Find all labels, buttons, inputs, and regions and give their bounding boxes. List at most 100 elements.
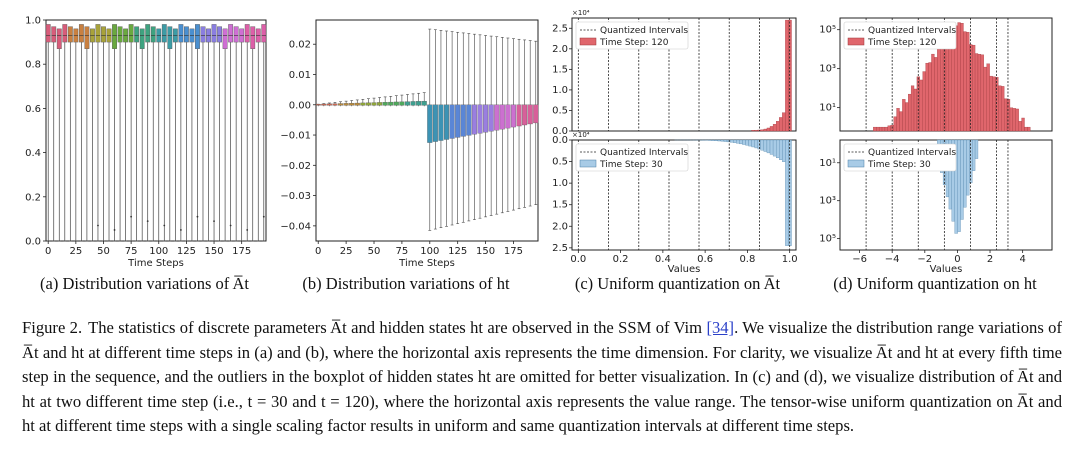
hist-bar — [733, 139, 737, 143]
x-tick-label: 4 — [1019, 254, 1025, 265]
y-tick-label: 2.5 — [552, 23, 568, 34]
hist-bar — [776, 121, 780, 132]
x-tick-label: 50 — [368, 246, 381, 257]
hist-bar — [937, 48, 941, 132]
hist-bar — [957, 139, 961, 232]
x-tick-label: 0 — [45, 246, 51, 257]
box — [432, 104, 438, 142]
panel-c: Quantized Intervals Time Step: 120 0.0 0.5 1… — [548, 0, 810, 272]
legend-label: Time Step: 120 — [599, 38, 669, 48]
hist-bar — [1024, 126, 1028, 132]
y-tick-label: 1.0 — [552, 178, 568, 189]
x-tick-label: 0.0 — [570, 254, 586, 265]
x-tick-label: 125 — [448, 246, 467, 257]
y-tick-label: 0.4 — [25, 148, 41, 159]
x-tick-label: 0.6 — [697, 254, 713, 265]
box — [62, 24, 68, 43]
hist-bar — [957, 22, 961, 132]
box — [449, 104, 455, 139]
hist-bar — [960, 23, 964, 132]
box — [388, 101, 394, 106]
hist-bar — [934, 57, 938, 132]
histogram-chart-d: Quantized Intervals Time Step: 120 10¹ 10³ 1… — [819, 17, 1053, 272]
box — [233, 26, 239, 43]
box — [211, 24, 217, 43]
box — [67, 26, 73, 43]
hist-bar — [881, 126, 886, 132]
box — [51, 26, 57, 43]
hist-bar — [723, 139, 728, 142]
y-tick-label: 1.5 — [552, 200, 568, 211]
box — [360, 102, 366, 106]
y-tick-label: 10⁵ — [819, 25, 836, 36]
y-tick-label: 2.5 — [552, 243, 568, 254]
hist-bar — [729, 139, 734, 143]
hist-bar — [1015, 108, 1019, 132]
box — [338, 103, 344, 106]
box — [84, 26, 90, 49]
hist-bar — [896, 108, 900, 132]
hist-bar — [766, 127, 771, 132]
y-tick-label: 1.5 — [552, 64, 568, 75]
legend-box — [843, 21, 957, 50]
outlier-point — [146, 220, 149, 223]
box — [326, 103, 332, 106]
box — [78, 24, 84, 43]
box — [332, 103, 338, 106]
x-tick-label: 125 — [177, 246, 196, 257]
legend-label: Time Step: 120 — [867, 38, 937, 48]
hist-bar — [974, 139, 979, 159]
hist-bar — [782, 112, 786, 132]
hist-bar — [751, 130, 755, 132]
box — [228, 24, 234, 43]
hist-bar — [772, 124, 777, 132]
outlier-point — [130, 215, 133, 218]
box — [399, 101, 405, 106]
hist-bar — [884, 126, 889, 132]
hist-bar — [902, 99, 906, 132]
hist-bar — [966, 139, 970, 196]
hist-bar — [763, 128, 768, 132]
outlier-point — [213, 220, 215, 223]
hist-bar — [972, 139, 976, 171]
x-tick-label: 0 — [315, 246, 321, 257]
legend-label: Quantized Intervals — [600, 148, 688, 158]
hist-bar — [745, 139, 749, 146]
x-tick-label: 2 — [987, 254, 993, 265]
y-tick-label: 0.00 — [289, 100, 311, 111]
box — [117, 26, 123, 43]
hist-bar — [742, 139, 746, 145]
box — [510, 104, 516, 128]
legend-label: Time Step: 30 — [599, 160, 663, 170]
panel-b: 0.02 0.01 0.00 −0.01 −0.02 −0.03 −0.04 0 25 50 75 1… — [280, 0, 548, 272]
figure-label: Figure 2. — [22, 318, 83, 337]
y-tick-label: 10³ — [819, 196, 836, 207]
box — [45, 24, 51, 43]
box — [499, 104, 505, 130]
hist-bar — [1027, 126, 1031, 132]
histogram-chart-c: Quantized Intervals Time Step: 120 0.0 0.5 1… — [552, 9, 798, 272]
y-tick-label: 0.5 — [552, 105, 568, 116]
box — [522, 104, 528, 126]
box — [167, 26, 173, 49]
box — [444, 104, 450, 140]
hist-bar — [887, 125, 891, 132]
hist-bar — [1021, 117, 1025, 132]
hist-bar — [714, 139, 718, 141]
box — [516, 104, 522, 127]
citation-link[interactable]: [34] — [706, 318, 735, 337]
hist-bar — [785, 139, 789, 246]
hist-bar — [972, 44, 976, 132]
legend-box — [843, 143, 957, 172]
legend-color-swatch — [579, 37, 597, 46]
x-tick-label: 1.0 — [782, 254, 798, 265]
hist-bar — [974, 53, 979, 132]
x-tick-label: 100 — [420, 246, 439, 257]
box — [471, 104, 477, 135]
y-tick-label: 0.0 — [552, 135, 568, 146]
panel-d: Quantized Intervals Time Step: 120 10¹ 10³ 1… — [808, 0, 1060, 272]
hist-bar — [940, 48, 944, 132]
box — [427, 104, 433, 143]
outlier-point — [196, 215, 199, 218]
hist-bar — [931, 53, 935, 132]
